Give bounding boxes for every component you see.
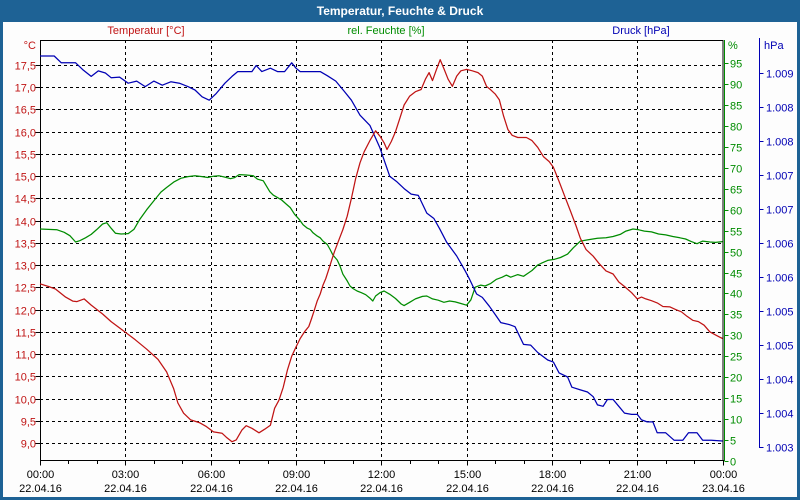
temperature-tick-label: 16,0 [15,128,36,140]
humidity-tick-label: 55 [730,227,742,239]
plot-border [40,40,724,461]
humidity-tick-label: 85 [730,101,742,113]
pressure-tick-label: 1.003 [766,443,794,455]
pressure-tick-label: 1.004 [766,375,794,387]
legend-pressure-label: Druck [hPa] [612,25,670,37]
humidity-tick-label: 10 [730,415,742,427]
humidity-tick-label: 90 [730,80,742,92]
temperature-tick-label: 15,5 [15,150,36,162]
time-tick-label: 00:00 [27,469,55,481]
temperature-tick-label: 10,0 [15,395,36,407]
temperature-tick-label: 11,0 [15,350,36,362]
temperature-tick-label: 10,5 [15,372,36,384]
time-tick-label: 15:00 [454,469,482,481]
temperature-tick-label: 12,0 [15,306,36,318]
pressure-unit-label: hPa [764,40,784,52]
humidity-tick-label: 70 [730,164,742,176]
legend-temperature-label: Temperatur [°C] [107,25,185,37]
pressure-tick-label: 1.006 [766,239,794,251]
time-tick-label: 09:00 [283,469,311,481]
time-tick-label: 03:00 [112,469,140,481]
pressure-tick-label: 1.005 [766,341,794,353]
pressure-tick-label: 1.006 [766,273,794,285]
window-title: Temperatur, Feuchte & Druck [316,4,484,18]
pressure-tick-label: 1.004 [766,409,794,421]
date-tick-label: 22.04.16 [531,483,574,495]
humidity-tick-label: 60 [730,206,742,218]
humidity-tick-label: 15 [730,394,742,406]
temperature-tick-label: 14,5 [15,194,36,206]
legend-humidity-label: rel. Feuchte [%] [347,25,425,37]
date-tick-label: 22.04.16 [190,483,233,495]
temperature-tick-label: 9,0 [21,439,36,451]
date-tick-label: 22.04.16 [360,483,403,495]
pressure-tick-label: 1.007 [766,205,794,217]
temperature-tick-label: 9,5 [21,417,36,429]
time-tick-label: 21:00 [624,469,652,481]
temperature-tick-label: 17,5 [15,61,36,73]
humidity-tick-label: 45 [730,269,742,281]
temperature-tick-label: 15,0 [15,172,36,184]
series-line-pressure [40,55,723,442]
humidity-tick-label: 40 [730,289,742,301]
date-tick-label: 22.04.16 [104,483,147,495]
pressure-tick-label: 1.007 [766,171,794,183]
date-tick-label: 22.04.16 [616,483,659,495]
date-tick-label: 22.04.16 [275,483,318,495]
window-border [0,0,3,500]
humidity-tick-label: 0 [730,457,736,469]
temperature-tick-label: 17,0 [15,83,36,95]
humidity-unit-label: % [728,40,738,52]
humidity-tick-label: 25 [730,352,742,364]
temperature-unit-label: °C [23,40,36,52]
date-tick-label: 22.04.16 [446,483,489,495]
pressure-tick-label: 1.009 [766,69,794,81]
window-border [797,0,800,500]
temperature-tick-label: 14,0 [15,217,36,229]
series-line-temperature [39,59,723,443]
series-line-humidity [39,173,723,307]
date-tick-label: 23.04.16 [702,483,745,495]
pressure-tick-label: 1.008 [766,103,794,115]
humidity-tick-label: 95 [730,59,742,71]
temperature-tick-label: 16,5 [15,105,36,117]
time-tick-label: 06:00 [198,469,226,481]
humidity-tick-label: 80 [730,122,742,134]
temperature-tick-label: 11,5 [15,328,36,340]
temperature-tick-label: 13,0 [15,261,36,273]
time-tick-label: 18:00 [539,469,567,481]
time-tick-label: 12:00 [368,469,396,481]
pressure-tick-label: 1.008 [766,137,794,149]
humidity-tick-label: 50 [730,248,742,260]
humidity-tick-label: 5 [730,436,736,448]
humidity-tick-label: 65 [730,185,742,197]
humidity-tick-label: 20 [730,373,742,385]
title-bar: Temperatur, Feuchte & Druck [0,0,800,22]
humidity-tick-label: 30 [730,331,742,343]
humidity-tick-label: 75 [730,143,742,155]
humidity-tick-label: 35 [730,310,742,322]
pressure-tick-label: 1.005 [766,307,794,319]
temperature-tick-label: 13,5 [15,239,36,251]
window-border [0,497,800,500]
time-tick-label: 00:00 [710,469,738,481]
date-tick-label: 22.04.16 [19,483,62,495]
temperature-tick-label: 12,5 [15,283,36,295]
